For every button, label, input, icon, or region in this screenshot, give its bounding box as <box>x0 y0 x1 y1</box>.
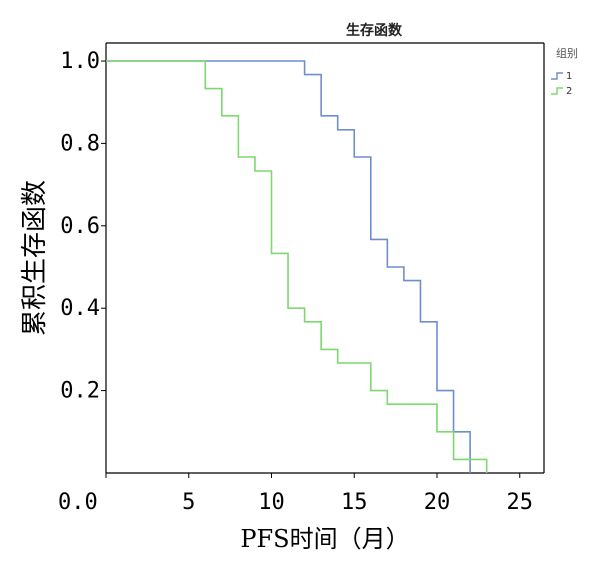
x-tick-label: 25 <box>507 490 534 515</box>
x-tick-label: 10 <box>258 490 285 515</box>
series-2-line <box>106 60 488 473</box>
legend-label: 2 <box>566 86 572 97</box>
chart-title: 生存函数 <box>346 22 403 39</box>
legend-item-2: 2 <box>551 86 572 97</box>
y-tick-label: 0.2 <box>60 379 100 404</box>
x-tick-label: 5 <box>182 490 195 515</box>
legend-swatch <box>551 72 563 80</box>
legend-item-1: 1 <box>551 71 572 82</box>
series-group <box>106 60 488 473</box>
x-ticks: 0.0 5 10 15 20 25 <box>58 473 533 515</box>
x-axis-label: PFS时间（月） <box>240 525 409 553</box>
y-tick-label: 0.6 <box>60 214 100 239</box>
legend-swatch <box>551 87 563 95</box>
y-tick-label: 0.8 <box>60 131 100 156</box>
y-axis-label: 累积生存函数 <box>20 180 50 336</box>
y-ticks: 0.2 0.4 0.6 0.8 1.0 <box>60 49 106 404</box>
y-tick-label: 0.4 <box>60 296 100 321</box>
y-tick-label: 1.0 <box>60 49 100 74</box>
plot-frame <box>105 42 545 474</box>
legend-label: 1 <box>566 71 572 82</box>
series-1-line <box>106 60 471 473</box>
x-tick-label: 15 <box>341 490 368 515</box>
legend-title: 组别 <box>556 46 578 60</box>
legend: 组别 1 2 <box>551 46 578 97</box>
x-tick-label: 20 <box>424 490 451 515</box>
x-tick-label: 0.0 <box>58 490 98 515</box>
